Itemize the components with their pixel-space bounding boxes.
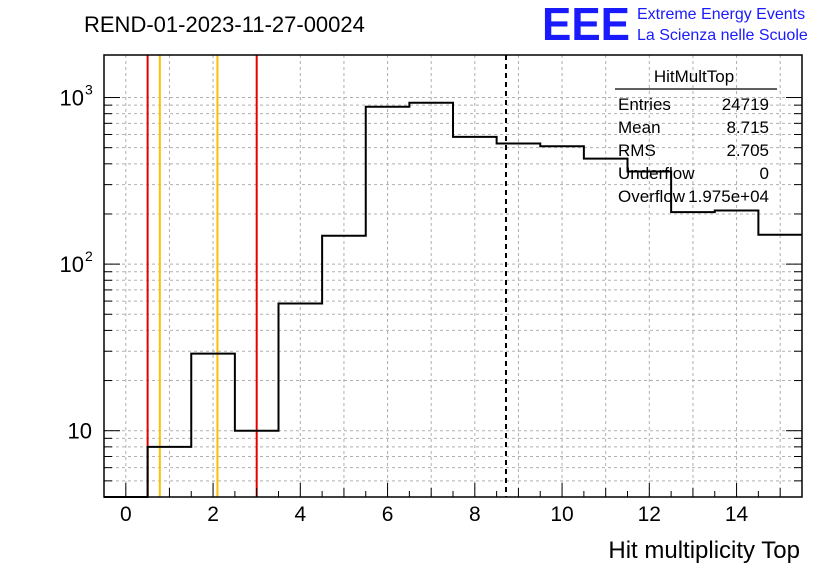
stats-label-overflow: Overflow — [618, 187, 686, 206]
x-tick-label: 2 — [207, 503, 219, 526]
stats-label-rms: RMS — [618, 141, 656, 160]
marker-lines — [146, 55, 508, 497]
y-tick-exponent: 2 — [85, 248, 93, 264]
stats-box: HitMultTop Entries 24719 Mean 8.715 RMS … — [615, 67, 777, 206]
logo-line-1: Extreme Energy Events — [637, 6, 805, 23]
x-tick-label: 0 — [120, 503, 132, 526]
y-tick-exponent: 3 — [85, 82, 93, 98]
stats-label-underflow: Underflow — [618, 164, 695, 183]
stats-value-entries: 24719 — [722, 95, 769, 114]
x-tick-label: 4 — [294, 503, 306, 526]
stats-value-overflow: 1.975e+04 — [688, 187, 769, 206]
x-tick-label: 10 — [550, 503, 573, 526]
stats-value-underflow: 0 — [760, 164, 769, 183]
y-tick-label: 10 — [60, 86, 84, 111]
chart-title: REND-01-2023-11-27-00024 — [84, 12, 365, 37]
eee-logo: EEE Extreme Energy Events La Scienza nel… — [542, 0, 808, 50]
stats-value-rms: 2.705 — [726, 141, 769, 160]
x-tick-label: 6 — [382, 503, 394, 526]
x-tick-label: 12 — [638, 503, 661, 526]
x-axis-label: Hit multiplicity Top — [608, 537, 800, 564]
eee-logo-text: EEE — [542, 0, 630, 50]
stats-label-entries: Entries — [618, 95, 671, 114]
x-tick-label: 8 — [469, 503, 481, 526]
y-tick-label: 10 — [68, 419, 92, 444]
histogram-outline — [104, 101, 802, 498]
stats-label-mean: Mean — [618, 118, 661, 137]
y-tick-label: 10 — [60, 252, 84, 277]
x-tick-label: 14 — [725, 503, 749, 526]
histogram-series — [104, 101, 802, 498]
stats-value-mean: 8.715 — [726, 118, 769, 137]
stats-name: HitMultTop — [654, 67, 734, 86]
logo-line-2: La Scienza nelle Scuole — [637, 27, 808, 44]
